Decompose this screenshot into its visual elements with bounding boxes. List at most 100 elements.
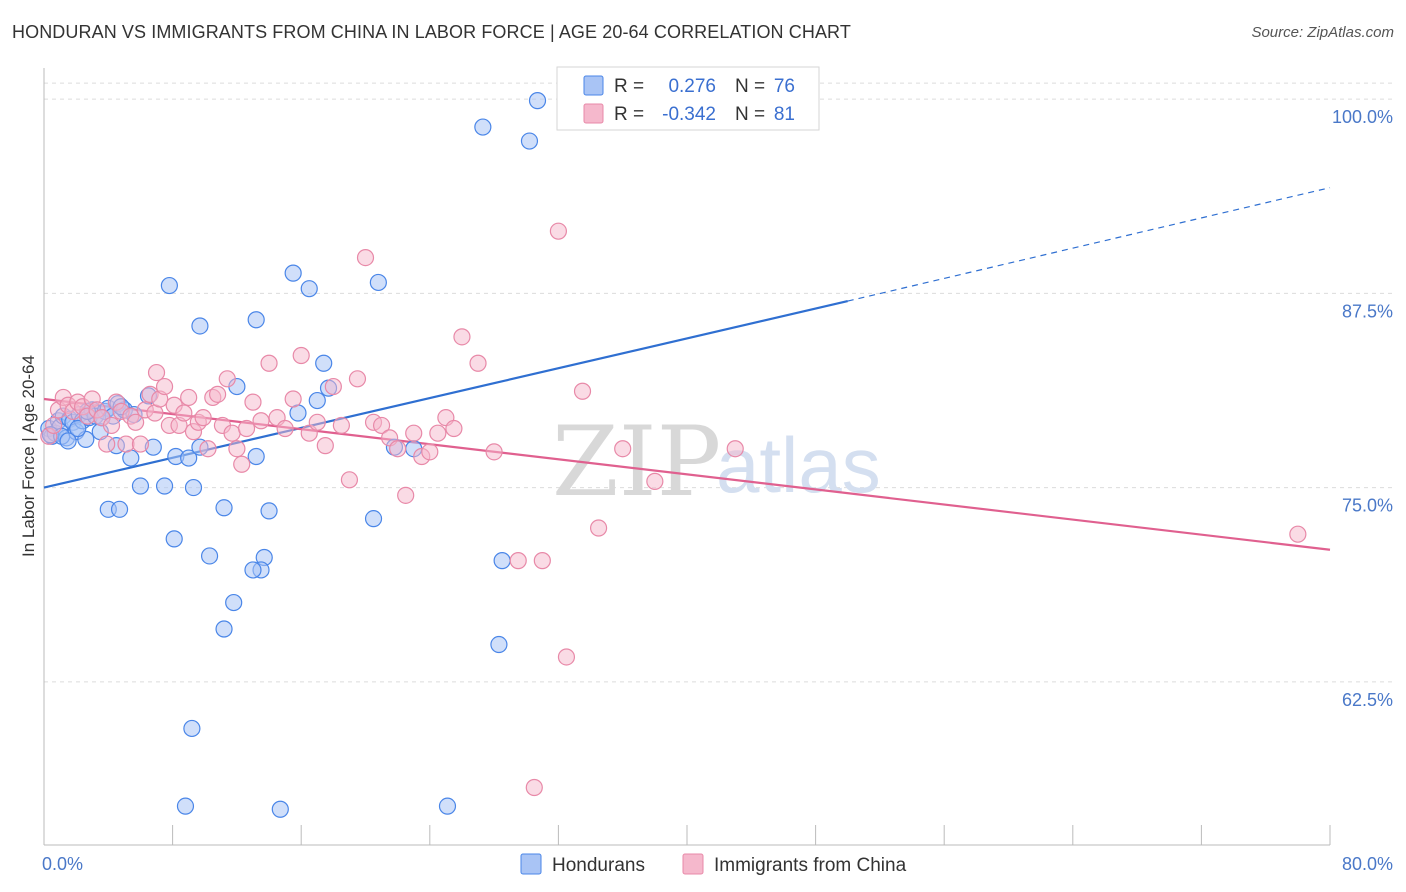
y-tick-label-2: 87.5% (1342, 301, 1393, 321)
tick-labels: 62.5% 75.0% 87.5% 100.0% 0.0% 80.0% (42, 107, 1393, 874)
point-china-46 (276, 419, 294, 438)
trend-hondurans-extension (847, 187, 1331, 302)
point-china-50 (308, 413, 326, 431)
y-tick-label-1: 75.0% (1342, 496, 1393, 516)
point-china-41 (237, 419, 256, 438)
point-china-74 (573, 382, 592, 400)
point-hondurans-57 (438, 797, 457, 815)
point-hondurans-56 (271, 800, 289, 818)
point-hondurans-43 (215, 499, 233, 517)
point-hondurans-46 (110, 500, 129, 518)
point-hondurans-66 (315, 354, 333, 372)
point-hondurans-61 (191, 317, 209, 335)
point-china-72 (533, 552, 551, 570)
point-china-52 (324, 377, 342, 396)
point-hondurans-71 (528, 92, 547, 110)
point-china-19 (131, 435, 150, 453)
point-china-81 (525, 778, 543, 797)
legend-r-label-2: R = (614, 104, 644, 125)
x-tick-label-0: 0.0% (42, 854, 83, 874)
legend-swatch-hondurans (583, 75, 604, 96)
watermark: ZIP atlas (552, 406, 881, 518)
y-tick-label-3: 100.0% (1332, 107, 1393, 127)
point-china-62 (405, 424, 423, 442)
point-hondurans-36 (247, 447, 265, 466)
point-hondurans-24 (69, 419, 87, 438)
point-china-75 (589, 519, 608, 537)
legend-r-label-1: R = (614, 76, 644, 97)
point-china-37 (218, 370, 236, 388)
legend-n-label-1: N = (735, 76, 765, 97)
point-hondurans-53 (215, 620, 233, 638)
watermark-atlas: atlas (716, 421, 881, 509)
point-china-78 (726, 440, 744, 458)
legend-n-value-2: 81 (774, 104, 795, 125)
point-china-61 (397, 486, 415, 504)
point-china-48 (292, 346, 310, 365)
point-hondurans-59 (490, 635, 508, 654)
point-hondurans-63 (284, 264, 302, 282)
point-china-47 (284, 390, 302, 408)
point-hondurans-64 (300, 280, 318, 298)
point-china-42 (244, 393, 262, 411)
point-china-82 (147, 363, 166, 382)
point-china-67 (445, 419, 463, 438)
point-china-76 (614, 440, 632, 458)
point-china-35 (209, 385, 227, 403)
point-hondurans-62 (247, 311, 265, 329)
bottom-legend-swatch-china (682, 853, 704, 875)
bottom-legend-swatch-hondurans (520, 853, 542, 875)
point-china-80 (557, 648, 576, 666)
axes-layer (43, 68, 1331, 846)
point-hondurans-38 (308, 391, 326, 410)
point-hondurans-48 (200, 547, 219, 565)
point-china-65 (429, 424, 447, 442)
point-china-73 (549, 222, 568, 240)
china-points (40, 222, 1307, 797)
legend-r-value-2: -0.342 (662, 104, 716, 125)
point-hondurans-69 (364, 510, 383, 528)
chart-title: HONDURAN VS IMMIGRANTS FROM CHINA IN LAB… (12, 22, 851, 42)
top-legend: R = 0.276 N = 76 R = -0.342 N = 81 (556, 66, 820, 131)
point-china-28 (175, 404, 193, 422)
legend-n-value-1: 76 (774, 76, 795, 97)
point-hondurans-44 (260, 502, 278, 520)
point-china-43 (252, 412, 270, 430)
point-china-33 (199, 440, 217, 458)
point-hondurans-51 (244, 561, 262, 579)
point-hondurans-40 (131, 477, 150, 495)
point-hondurans-47 (165, 530, 183, 548)
point-china-24 (155, 377, 174, 396)
point-hondurans-73 (474, 118, 492, 136)
point-hondurans-42 (184, 478, 203, 497)
point-china-13 (102, 416, 121, 435)
point-china-29 (180, 388, 198, 407)
point-china-12 (98, 435, 116, 453)
point-china-77 (646, 472, 664, 490)
point-china-79 (1289, 525, 1307, 543)
x-tick-label-1: 80.0% (1342, 854, 1393, 874)
point-china-39 (228, 440, 246, 458)
point-china-40 (233, 455, 251, 473)
point-china-71 (509, 552, 527, 570)
point-china-51 (316, 437, 334, 455)
point-hondurans-55 (176, 797, 195, 815)
point-hondurans-54 (183, 719, 201, 738)
point-hondurans-65 (369, 273, 387, 292)
grid-layer (44, 82, 1394, 683)
point-china-1 (45, 416, 63, 435)
point-china-69 (469, 354, 487, 372)
bottom-legend-label-china: Immigrants from China (714, 855, 907, 876)
point-hondurans-41 (155, 477, 174, 495)
point-china-53 (332, 416, 350, 435)
point-china-70 (485, 443, 503, 461)
point-china-58 (372, 416, 391, 435)
point-china-55 (348, 370, 367, 388)
point-china-32 (194, 409, 212, 427)
legend-swatch-china (583, 103, 604, 124)
point-hondurans-70 (520, 132, 539, 150)
legend-n-label-2: N = (735, 104, 765, 125)
point-hondurans-34 (180, 449, 198, 467)
point-china-64 (421, 443, 439, 461)
